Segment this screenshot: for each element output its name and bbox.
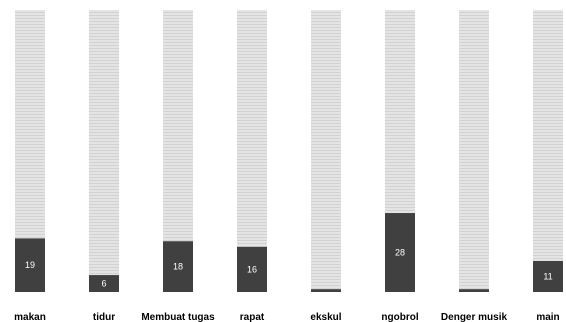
value-label-1: 6: [101, 279, 106, 289]
value-label-7: 11: [543, 271, 552, 281]
bar-3: [237, 246, 267, 292]
category-label-4: ekskul: [310, 312, 341, 322]
category-label-2: Membuat tugas: [141, 312, 215, 322]
value-label-2: 18: [173, 262, 183, 272]
background-columns: [15, 10, 563, 292]
bar-1: [89, 275, 119, 292]
category-label-5: ngobrol: [381, 312, 418, 322]
bar-background-1: [89, 10, 119, 292]
category-label-3: rapat: [240, 312, 265, 322]
category-label-7: main: [536, 312, 559, 322]
value-label-5: 28: [395, 248, 405, 258]
bar-background-4: [311, 10, 341, 292]
bar-7: [533, 260, 563, 292]
value-label-3: 16: [247, 264, 257, 274]
bar-2: [163, 241, 193, 292]
bar-background-3: [237, 10, 267, 292]
category-label-1: tidur: [93, 312, 115, 322]
category-label-0: makan: [14, 312, 46, 322]
bar-background-7: [533, 10, 563, 292]
category-label-6: Denger musik: [441, 312, 508, 322]
bar-6: [459, 289, 489, 292]
bar-5: [385, 213, 415, 292]
value-label-0: 19: [25, 260, 35, 270]
bar-0: [15, 238, 45, 292]
bar-background-6: [459, 10, 489, 292]
value-labels: 19 6 18 16 28 11: [25, 248, 553, 289]
category-labels: makan tidur Membuat tugas rapat ekskul ngobro…: [14, 312, 560, 322]
bar-4: [311, 289, 341, 292]
bars: [15, 213, 563, 292]
